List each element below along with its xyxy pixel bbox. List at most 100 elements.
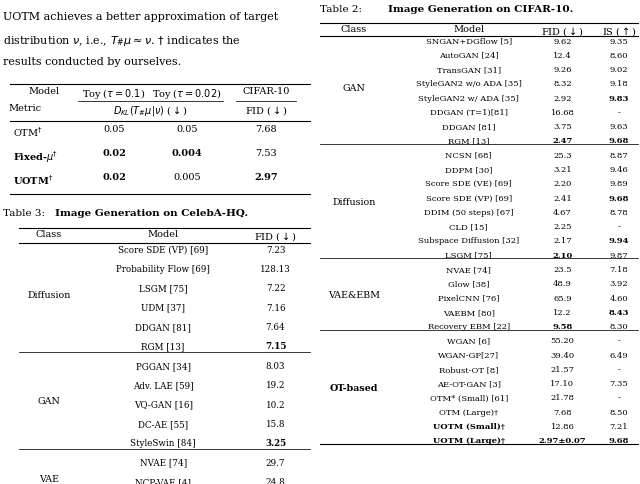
Text: UOTM (Large)†: UOTM (Large)† bbox=[433, 438, 505, 445]
Text: GAN: GAN bbox=[38, 397, 61, 407]
Text: 7.53: 7.53 bbox=[255, 149, 277, 158]
Text: AutoGAN [24]: AutoGAN [24] bbox=[439, 52, 499, 60]
Text: NCP-VAE [4]: NCP-VAE [4] bbox=[135, 478, 191, 484]
Text: OTM* (Small) [61]: OTM* (Small) [61] bbox=[429, 394, 508, 403]
Text: Robust-OT [8]: Robust-OT [8] bbox=[439, 366, 499, 374]
Text: VAE&EBM: VAE&EBM bbox=[328, 291, 380, 300]
Text: Table 3:: Table 3: bbox=[3, 210, 45, 218]
Text: Image Generation on CelebA-HQ.: Image Generation on CelebA-HQ. bbox=[56, 210, 248, 218]
Text: 7.21: 7.21 bbox=[610, 423, 628, 431]
Text: 6.49: 6.49 bbox=[610, 352, 628, 360]
Text: StyleGAN2 w/ ADA [35]: StyleGAN2 w/ ADA [35] bbox=[419, 95, 519, 103]
Text: 19.2: 19.2 bbox=[266, 381, 285, 390]
Text: LSGM [75]: LSGM [75] bbox=[139, 285, 188, 293]
Text: Model: Model bbox=[148, 230, 179, 239]
Text: 0.05: 0.05 bbox=[176, 125, 198, 134]
Text: 12.86: 12.86 bbox=[550, 423, 574, 431]
Text: 3.75: 3.75 bbox=[553, 123, 572, 131]
Text: Class: Class bbox=[36, 230, 62, 239]
Text: PixelCNN [76]: PixelCNN [76] bbox=[438, 295, 499, 302]
Text: 7.64: 7.64 bbox=[266, 323, 285, 332]
Text: 0.004: 0.004 bbox=[172, 149, 202, 158]
Text: 9.62: 9.62 bbox=[553, 38, 572, 45]
Text: 7.23: 7.23 bbox=[266, 246, 285, 255]
Text: Adv. LAE [59]: Adv. LAE [59] bbox=[133, 381, 193, 390]
Text: 4.67: 4.67 bbox=[553, 209, 572, 217]
Text: 9.02: 9.02 bbox=[610, 66, 628, 74]
Text: CIFAR-10: CIFAR-10 bbox=[243, 87, 290, 96]
Text: IS ($\uparrow$): IS ($\uparrow$) bbox=[602, 25, 636, 38]
Text: 17.10: 17.10 bbox=[550, 380, 575, 388]
Text: Table 2:: Table 2: bbox=[320, 5, 362, 14]
Text: 2.10: 2.10 bbox=[552, 252, 573, 260]
Text: 2.97±0.07: 2.97±0.07 bbox=[539, 438, 586, 445]
Text: 3.21: 3.21 bbox=[553, 166, 572, 174]
Text: results conducted by ourselves.: results conducted by ourselves. bbox=[3, 57, 181, 67]
Text: WGAN [6]: WGAN [6] bbox=[447, 337, 490, 346]
Text: 12.4: 12.4 bbox=[553, 52, 572, 60]
Text: 7.15: 7.15 bbox=[265, 343, 286, 351]
Text: -: - bbox=[618, 109, 620, 117]
Text: Glow [38]: Glow [38] bbox=[448, 280, 490, 288]
Text: PGGAN [34]: PGGAN [34] bbox=[136, 362, 191, 371]
Text: 2.47: 2.47 bbox=[552, 137, 573, 146]
Text: 9.68: 9.68 bbox=[609, 438, 629, 445]
Text: NVAE [74]: NVAE [74] bbox=[140, 459, 187, 468]
Text: 9.26: 9.26 bbox=[553, 66, 572, 74]
Text: 21.57: 21.57 bbox=[550, 366, 575, 374]
Text: NCSN [68]: NCSN [68] bbox=[445, 152, 492, 160]
Text: Score SDE (VP) [69]: Score SDE (VP) [69] bbox=[426, 195, 512, 203]
Text: Model: Model bbox=[29, 87, 60, 96]
Text: Metric: Metric bbox=[9, 104, 42, 113]
Text: DDPM [30]: DDPM [30] bbox=[445, 166, 492, 174]
Text: 4.60: 4.60 bbox=[610, 295, 628, 302]
Text: 0.005: 0.005 bbox=[173, 173, 201, 182]
Text: 3.92: 3.92 bbox=[610, 280, 628, 288]
Text: DDGAN (T=1)[81]: DDGAN (T=1)[81] bbox=[429, 109, 508, 117]
Text: 55.20: 55.20 bbox=[550, 337, 574, 346]
Text: UOTM achieves a better approximation of target: UOTM achieves a better approximation of … bbox=[3, 12, 278, 22]
Text: 8.43: 8.43 bbox=[609, 309, 629, 317]
Text: 65.9: 65.9 bbox=[553, 295, 572, 302]
Text: 15.8: 15.8 bbox=[266, 420, 285, 429]
Text: DDIM (50 steps) [67]: DDIM (50 steps) [67] bbox=[424, 209, 513, 217]
Text: LSGM [75]: LSGM [75] bbox=[445, 252, 492, 260]
Text: 8.87: 8.87 bbox=[610, 152, 628, 160]
Text: OT-based: OT-based bbox=[330, 384, 378, 393]
Text: 9.68: 9.68 bbox=[609, 195, 629, 203]
Text: 16.68: 16.68 bbox=[550, 109, 574, 117]
Text: 9.87: 9.87 bbox=[610, 252, 628, 260]
Text: UOTM$^{\dagger}$: UOTM$^{\dagger}$ bbox=[13, 173, 53, 187]
Text: StyleSwin [84]: StyleSwin [84] bbox=[131, 439, 196, 448]
Text: UDM [37]: UDM [37] bbox=[141, 304, 185, 313]
Text: 2.17: 2.17 bbox=[553, 238, 572, 245]
Text: 10.2: 10.2 bbox=[266, 401, 285, 409]
Text: AE-OT-GAN [3]: AE-OT-GAN [3] bbox=[436, 380, 500, 388]
Text: Toy ($\tau = 0.1$): Toy ($\tau = 0.1$) bbox=[83, 87, 146, 101]
Text: 12.2: 12.2 bbox=[553, 309, 572, 317]
Text: -: - bbox=[618, 337, 620, 346]
Text: RGM [13]: RGM [13] bbox=[448, 137, 490, 146]
Text: Score SDE (VP) [69]: Score SDE (VP) [69] bbox=[118, 246, 208, 255]
Text: VAEBM [80]: VAEBM [80] bbox=[443, 309, 495, 317]
Text: 8.30: 8.30 bbox=[610, 323, 628, 331]
Text: DC-AE [55]: DC-AE [55] bbox=[138, 420, 188, 429]
Text: TransGAN [31]: TransGAN [31] bbox=[436, 66, 500, 74]
Text: Diffusion: Diffusion bbox=[332, 198, 376, 207]
Text: WGAN-GP[27]: WGAN-GP[27] bbox=[438, 352, 499, 360]
Text: FID ($\downarrow$): FID ($\downarrow$) bbox=[541, 25, 584, 38]
Text: 7.22: 7.22 bbox=[266, 285, 285, 293]
Text: CLD [15]: CLD [15] bbox=[449, 223, 488, 231]
Text: 7.18: 7.18 bbox=[610, 266, 628, 274]
Text: 128.13: 128.13 bbox=[260, 265, 291, 274]
Text: 3.25: 3.25 bbox=[265, 439, 286, 448]
Text: FID ($\downarrow$): FID ($\downarrow$) bbox=[245, 104, 287, 117]
Text: DDGAN [81]: DDGAN [81] bbox=[135, 323, 191, 332]
Text: -: - bbox=[618, 394, 620, 403]
Text: 9.89: 9.89 bbox=[610, 181, 628, 188]
Text: NVAE [74]: NVAE [74] bbox=[446, 266, 491, 274]
Text: 8.03: 8.03 bbox=[266, 362, 285, 371]
Text: -: - bbox=[618, 366, 620, 374]
Text: 7.68: 7.68 bbox=[553, 409, 572, 417]
Text: Score SDE (VE) [69]: Score SDE (VE) [69] bbox=[426, 181, 512, 188]
